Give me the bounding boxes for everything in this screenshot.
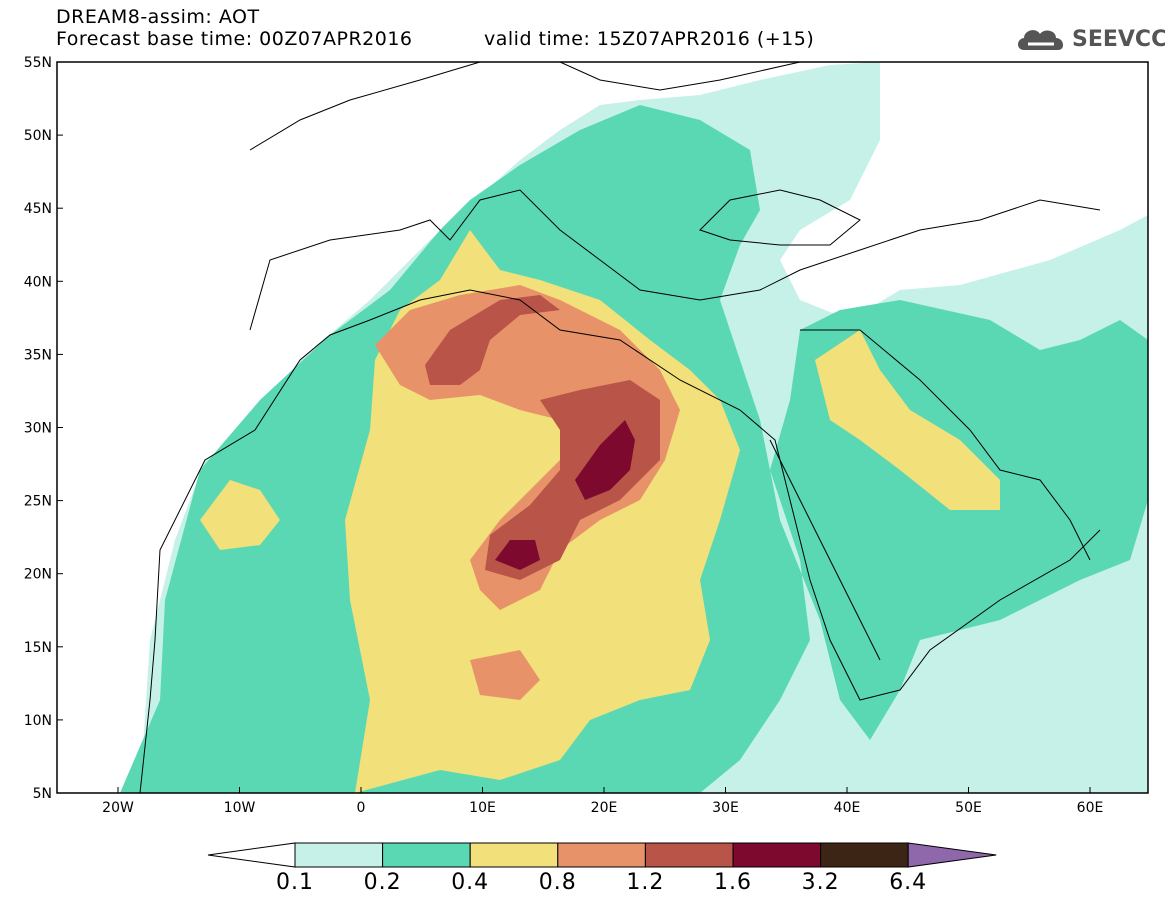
aot-contour-1.6 <box>575 420 635 500</box>
lat-label: 25N <box>24 494 52 510</box>
lat-label: 30N <box>24 421 52 437</box>
colorbar-label: 3.2 <box>801 870 840 895</box>
lat-label: 20N <box>24 567 52 583</box>
forecast-base-time: Forecast base time: 00Z07APR2016 <box>56 28 413 50</box>
africa-coastline <box>139 289 1101 793</box>
lat-label: 40N <box>24 274 52 290</box>
longitude-axis: 20W 10W 0 10E 20E 30E 40E 50E 60E <box>102 787 1103 816</box>
lon-label: 60E <box>1077 800 1104 816</box>
colorbar-label: 1.2 <box>626 870 665 895</box>
lat-label: 55N <box>24 55 52 71</box>
colorbar-label: 1.6 <box>714 870 752 895</box>
lon-label: 20W <box>102 800 134 816</box>
colorbar-swatch <box>382 842 471 868</box>
aot-contour-0.8-south <box>470 650 540 700</box>
lat-label: 50N <box>24 128 52 144</box>
arabia-coastline <box>800 329 1091 561</box>
lon-label: 30E <box>712 800 739 816</box>
map-title: DREAM8-assim: AOT <box>56 6 260 28</box>
lon-label: 10E <box>469 800 496 816</box>
colorbar-swatch <box>557 842 646 868</box>
lat-label: 45N <box>24 201 52 217</box>
colorbar <box>207 842 997 868</box>
seevccc-logo: SEEVCCC <box>1014 22 1165 58</box>
colorbar-label: 0.2 <box>363 870 402 895</box>
colorbar-label: 0.1 <box>276 870 314 895</box>
colorbar-swatch <box>644 842 734 868</box>
lon-label: 20E <box>591 800 618 816</box>
aot-contour-0.4-west <box>200 480 280 550</box>
lat-label: 15N <box>24 640 52 656</box>
colorbar-label: 0.8 <box>538 870 577 895</box>
lat-label: 35N <box>24 347 52 363</box>
europe-coastline <box>249 189 1101 331</box>
lat-label: 5N <box>33 786 52 802</box>
red-sea-coastline <box>769 439 881 661</box>
coastlines <box>139 62 1101 793</box>
aot-contour-1.2 <box>425 295 560 385</box>
aot-contour-0.4-arabia <box>815 330 1000 510</box>
aot-contour-1.6-south <box>495 540 540 570</box>
lon-label: 0 <box>357 800 366 816</box>
logo-text: SEEVCCC <box>1072 27 1165 52</box>
colorbar-swatch <box>820 842 909 868</box>
colorbar-high-arrow <box>907 842 997 868</box>
lon-label: 50E <box>955 800 982 816</box>
colorbar-swatch <box>294 842 384 868</box>
lat-label: 10N <box>24 713 52 729</box>
valid-time: valid time: 15Z07APR2016 (+15) <box>484 28 815 50</box>
colorbar-label: 0.4 <box>451 870 490 895</box>
cloud-icon <box>1018 30 1064 50</box>
lon-label: 40E <box>834 800 861 816</box>
latitude-axis: 55N 50N 45N 40N 35N 30N 25N 20N 15N 10N 5N <box>24 55 63 802</box>
colorbar-swatch <box>732 842 822 868</box>
north-europe-coastline <box>249 62 801 151</box>
colorbar-swatch <box>469 842 559 868</box>
aot-field <box>120 62 1148 793</box>
lon-label: 10W <box>224 800 256 816</box>
colorbar-label: 6.4 <box>889 870 928 895</box>
black-sea-coastline <box>699 189 861 246</box>
colorbar-low-arrow <box>207 842 296 868</box>
